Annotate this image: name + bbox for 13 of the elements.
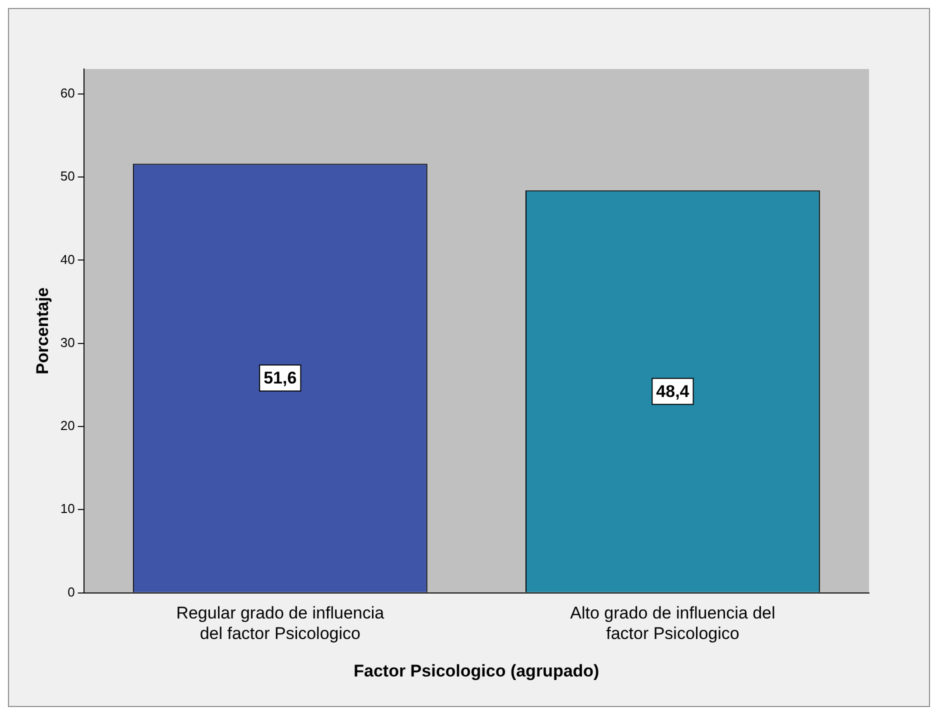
data-label: 51,6 — [264, 368, 297, 388]
y-tick-label: 60 — [60, 86, 75, 101]
y-tick-label: 20 — [60, 418, 75, 434]
y-tick-label: 10 — [60, 501, 75, 516]
y-axis-title: Porcentaje — [32, 287, 52, 374]
y-tick-label: 30 — [60, 334, 75, 350]
x-axis-title: Factor Psicologico (agrupado) — [354, 661, 600, 680]
x-tick-label: Alto grado de influencia del factor Psicologico — [570, 604, 776, 644]
x-tick-label: Regular grado de influencia del factor Psicologico — [176, 604, 385, 644]
y-tick-label: 50 — [60, 168, 75, 184]
data-label: 48,4 — [656, 382, 690, 402]
y-tick-label: 40 — [60, 252, 75, 267]
y-tick-label: 0 — [68, 584, 75, 600]
